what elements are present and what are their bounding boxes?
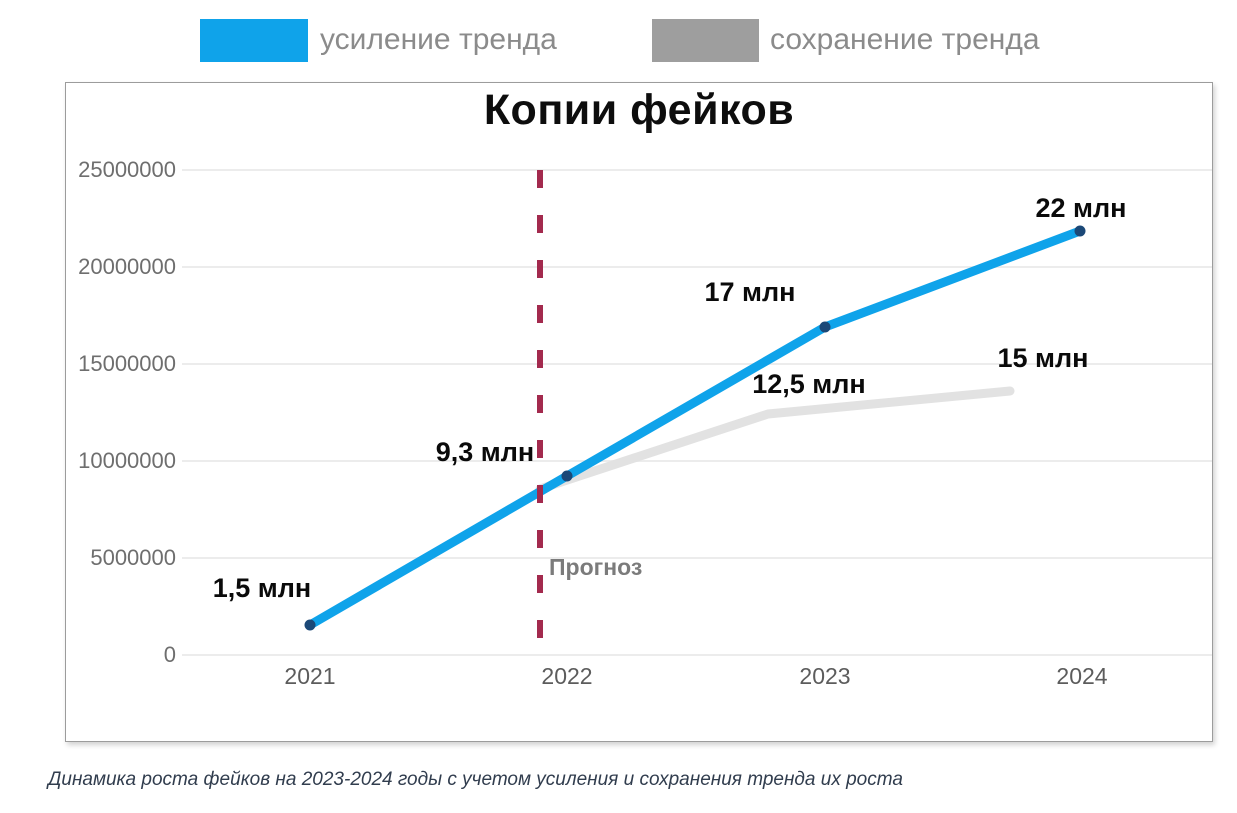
forecast-label: Прогноз: [549, 554, 643, 580]
x-tick-2022: 2022: [541, 663, 593, 689]
x-tick-2023: 2023: [799, 663, 851, 689]
figure-caption: Динамика роста фейков на 2023-2024 годы …: [48, 769, 903, 790]
chart-title: Копии фейков: [483, 86, 795, 134]
x-tick-2024: 2024: [1056, 663, 1108, 689]
legend-swatch-preserve: [652, 19, 759, 62]
point-label-9-3-mln: 9,3 млн: [435, 437, 535, 467]
y-tick-25000000: 25000000: [78, 157, 176, 182]
legend-swatch-intensify: [200, 19, 308, 62]
legend-label-preserve: сохранение тренда: [770, 23, 1040, 56]
point-label-1-5-mln: 1,5 млн: [212, 573, 312, 603]
y-tick-20000000: 20000000: [78, 254, 176, 279]
point-label-15-mln: 15 млн: [997, 343, 1089, 373]
y-tick-0: 0: [163, 642, 176, 667]
point-label-22-mln: 22 млн: [1035, 193, 1127, 223]
point-label-12-5-mln: 12,5 млн: [752, 369, 866, 399]
y-tick-10000000: 10000000: [78, 448, 176, 473]
x-tick-2021: 2021: [284, 663, 336, 689]
y-tick-5000000: 5000000: [90, 545, 176, 570]
chart-card: [65, 82, 1213, 742]
point-label-17-mln: 17 млн: [704, 277, 796, 307]
legend-label-intensify: усиление тренда: [320, 23, 557, 56]
y-tick-15000000: 15000000: [78, 351, 176, 376]
